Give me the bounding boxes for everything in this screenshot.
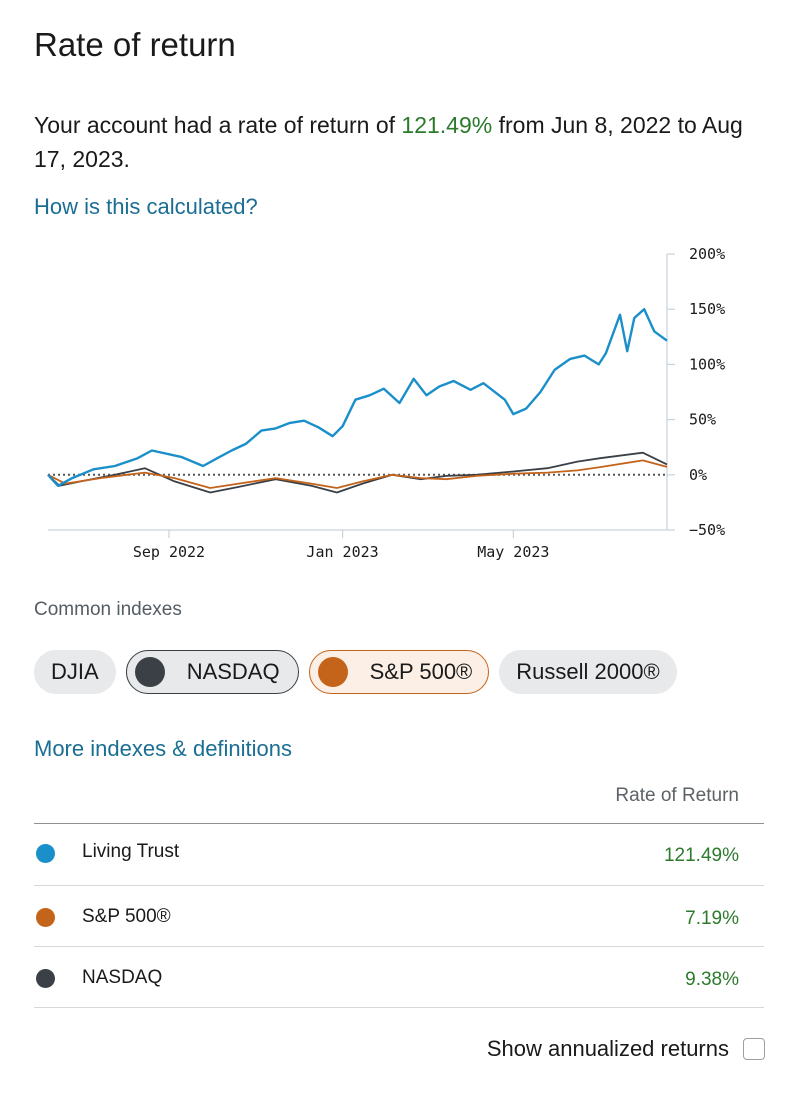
- row-name: NASDAQ: [82, 967, 163, 988]
- table-row: NASDAQ 9.38%: [34, 947, 764, 1008]
- common-indexes-label: Common indexes: [34, 599, 182, 620]
- row-value: 9.38%: [685, 969, 739, 990]
- rate-of-return-chart: 200% 150% 100% 50% 0% −50% Sep 2022 Jan 2023 Ma…: [47, 245, 725, 561]
- chip-nasdaq[interactable]: NASDAQ: [125, 650, 299, 694]
- nasdaq-color-dot: [134, 657, 165, 687]
- how-calculated-link[interactable]: How is this calculated?: [34, 194, 258, 219]
- x-tick-label: May 2023: [477, 543, 549, 561]
- row-name: Living Trust: [82, 841, 180, 862]
- x-axis-ticks: Sep 2022 Jan 2023 May 2023: [133, 530, 549, 561]
- annualized-label: Show annualized returns: [486, 1036, 729, 1061]
- page-title: Rate of return: [34, 26, 236, 63]
- table-row: S&P 500® 7.19%: [34, 886, 764, 947]
- more-indexes-link[interactable]: More indexes & definitions: [34, 736, 293, 761]
- y-tick-label: 200%: [689, 245, 725, 263]
- series-line: [47, 307, 668, 488]
- y-tick-label: 50%: [689, 411, 716, 429]
- chip-label: Russell 2000®: [516, 659, 660, 684]
- annualized-toggle[interactable]: Show annualized returns: [487, 1036, 765, 1062]
- series-color-dot: [36, 844, 55, 863]
- chip-djia[interactable]: DJIA: [34, 650, 116, 694]
- returns-table: Rate of Return Living Trust 121.49% S&P …: [34, 782, 764, 1008]
- annualized-checkbox[interactable]: [743, 1038, 765, 1060]
- chip-label: DJIA: [51, 659, 99, 684]
- row-value: 7.19%: [685, 908, 739, 929]
- table-header: Rate of Return: [34, 782, 764, 824]
- chart-axes: [48, 254, 668, 531]
- x-tick-label: Jan 2023: [306, 543, 378, 561]
- row-name: S&P 500®: [82, 906, 171, 927]
- sp500-color-dot: [317, 657, 348, 687]
- chip-label: NASDAQ: [186, 659, 280, 684]
- chip-label: S&P 500®: [369, 659, 473, 684]
- chip-sp500[interactable]: S&P 500®: [308, 650, 490, 694]
- summary-prefix: Your account had a rate of return of: [34, 112, 402, 138]
- y-axis-ticks: 200% 150% 100% 50% 0% −50%: [667, 245, 725, 539]
- row-value: 121.49%: [663, 845, 739, 866]
- series-line: [47, 451, 668, 494]
- return-summary: Your account had a rate of return of 121…: [34, 108, 774, 176]
- series-color-dot: [36, 969, 55, 988]
- summary-return-value: 121.49%: [401, 112, 493, 138]
- chart-series: [47, 307, 668, 494]
- y-tick-label: 100%: [689, 355, 725, 373]
- series-color-dot: [36, 908, 55, 927]
- series-line: [47, 459, 668, 489]
- summary-suffix: from Jun 8, 2022 to Aug 17, 2023.: [34, 112, 743, 172]
- y-tick-label: 0%: [689, 466, 707, 484]
- table-row: Living Trust 121.49%: [34, 824, 764, 886]
- y-tick-label: −50%: [689, 521, 725, 539]
- y-tick-label: 150%: [689, 300, 725, 318]
- chip-russell-2000[interactable]: Russell 2000®: [499, 650, 677, 694]
- index-chips: DJIA NASDAQ S&P 500® Russell 2000®: [34, 648, 677, 696]
- x-tick-label: Sep 2022: [133, 543, 205, 561]
